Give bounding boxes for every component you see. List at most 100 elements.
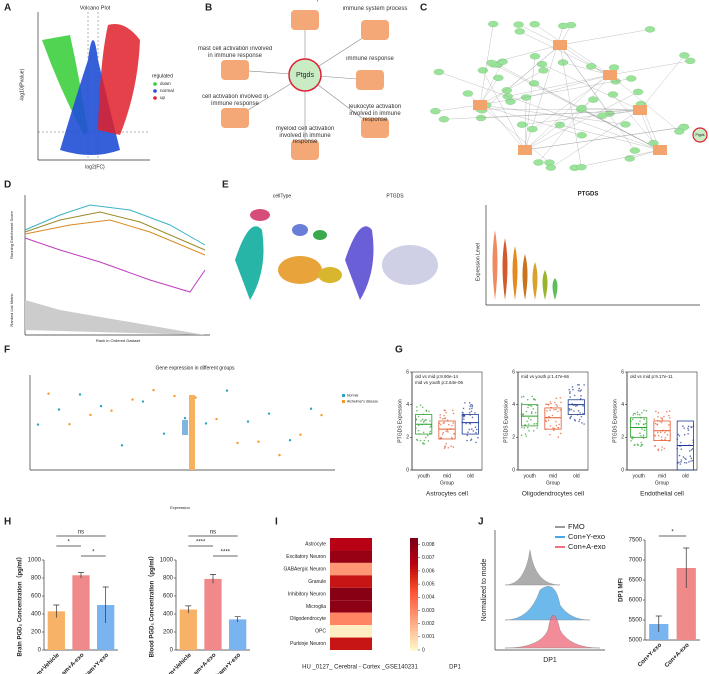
cell-dot xyxy=(416,406,418,408)
cell-dot xyxy=(529,404,531,407)
edge xyxy=(479,108,641,111)
x-axis-label: Group xyxy=(546,480,560,486)
cell-dot xyxy=(558,423,561,426)
cell-dot xyxy=(640,412,643,414)
edge xyxy=(435,104,481,112)
panel-letter: I xyxy=(275,517,278,528)
cell-dot xyxy=(440,423,442,426)
umap-cluster xyxy=(278,256,322,284)
cell-dot xyxy=(536,427,539,429)
cell-dot xyxy=(549,401,552,403)
cell-dot xyxy=(533,398,535,401)
cell-dot xyxy=(577,384,579,386)
cell-dot xyxy=(654,444,657,447)
cell-dot xyxy=(440,436,442,439)
panel-letter: A xyxy=(4,3,11,14)
edge xyxy=(612,94,661,151)
cell-dot xyxy=(530,412,533,415)
cell-dot xyxy=(451,409,454,412)
cell-dot xyxy=(425,436,427,439)
cell-dot xyxy=(462,407,465,410)
enrichment-curve xyxy=(24,211,206,251)
colorbar-step xyxy=(410,552,418,556)
cell-dot xyxy=(644,422,647,425)
cell-dot xyxy=(423,443,426,445)
row-label: OPC xyxy=(315,629,326,635)
y-tick-label: 600 xyxy=(31,594,42,600)
cell-dot xyxy=(547,403,550,406)
cell-dot xyxy=(557,410,559,413)
cell-dot xyxy=(579,390,581,392)
expression-dot xyxy=(288,438,292,442)
cell-dot xyxy=(534,399,537,401)
term-label: immune effector process xyxy=(267,0,343,3)
histogram xyxy=(504,586,591,621)
cell-dot xyxy=(643,418,646,421)
expression-dot xyxy=(183,417,187,420)
enrichment-curve xyxy=(24,219,206,256)
cell-dot xyxy=(464,401,466,404)
colorbar-step xyxy=(410,557,418,561)
cell-dot xyxy=(678,454,681,457)
y-tick-label: 4 xyxy=(621,402,624,408)
expression-dot xyxy=(309,407,313,410)
cell-dot xyxy=(578,420,580,423)
edge xyxy=(559,44,582,168)
cell-dot xyxy=(634,443,636,446)
cell-dot xyxy=(466,434,469,437)
colorbar-step xyxy=(410,641,418,645)
gene-node xyxy=(554,121,565,129)
cell-dot xyxy=(659,431,662,434)
cell-dot xyxy=(469,405,471,408)
y-tick-label: 2 xyxy=(406,435,409,441)
cell-dot xyxy=(452,422,455,424)
cell-dot xyxy=(442,431,445,434)
cell-dot xyxy=(638,414,641,416)
y-tick-label: 1000 xyxy=(28,558,42,564)
expression-dot xyxy=(68,422,71,426)
cell-dot xyxy=(520,396,523,398)
gene-node xyxy=(588,96,599,103)
edge xyxy=(482,70,526,151)
x-tick-label: old xyxy=(682,473,689,479)
heat-cell xyxy=(330,587,372,601)
cell-dot xyxy=(546,409,548,412)
umap-cluster xyxy=(345,226,374,300)
cell-dot xyxy=(680,459,683,461)
edge xyxy=(581,107,641,111)
cell-dot xyxy=(526,426,529,429)
cell-dot xyxy=(680,448,683,451)
cell-dot xyxy=(657,434,660,437)
expression-dot xyxy=(141,400,145,403)
x-tick-label: Con+A-exo xyxy=(664,642,691,669)
cell-dot xyxy=(535,422,538,425)
cell-dot xyxy=(683,461,686,464)
colorbar-step xyxy=(410,647,418,651)
heat-cell xyxy=(330,538,372,551)
expression-dot xyxy=(120,444,124,447)
cell-dot xyxy=(534,411,537,414)
cell-dot xyxy=(559,409,562,411)
y-tick-label: 5000 xyxy=(629,638,643,644)
cell-dot xyxy=(690,449,693,451)
cell-dot xyxy=(471,416,474,419)
cell-dot xyxy=(642,434,645,437)
expression-box xyxy=(189,395,195,470)
cell-dot xyxy=(579,412,581,414)
x-tick-label: Sham+Vehicle xyxy=(28,652,61,674)
heat-cell xyxy=(330,600,372,613)
cell-dot xyxy=(559,432,562,435)
gene-node xyxy=(558,22,569,30)
panel-letter: J xyxy=(478,517,484,528)
cell-dot xyxy=(422,443,424,445)
legend-entry: Con+A-exo xyxy=(568,542,606,551)
significance-label: ns xyxy=(78,530,84,536)
colorbar-step xyxy=(410,627,418,631)
x-tick-label: mid xyxy=(658,473,666,479)
cell-dot xyxy=(550,402,552,405)
gene-node xyxy=(475,114,487,122)
term-label: immune effector process xyxy=(267,0,343,3)
colorbar-step xyxy=(410,580,418,584)
colorbar-step xyxy=(410,571,418,575)
y-tick-label: 0 xyxy=(170,648,174,654)
